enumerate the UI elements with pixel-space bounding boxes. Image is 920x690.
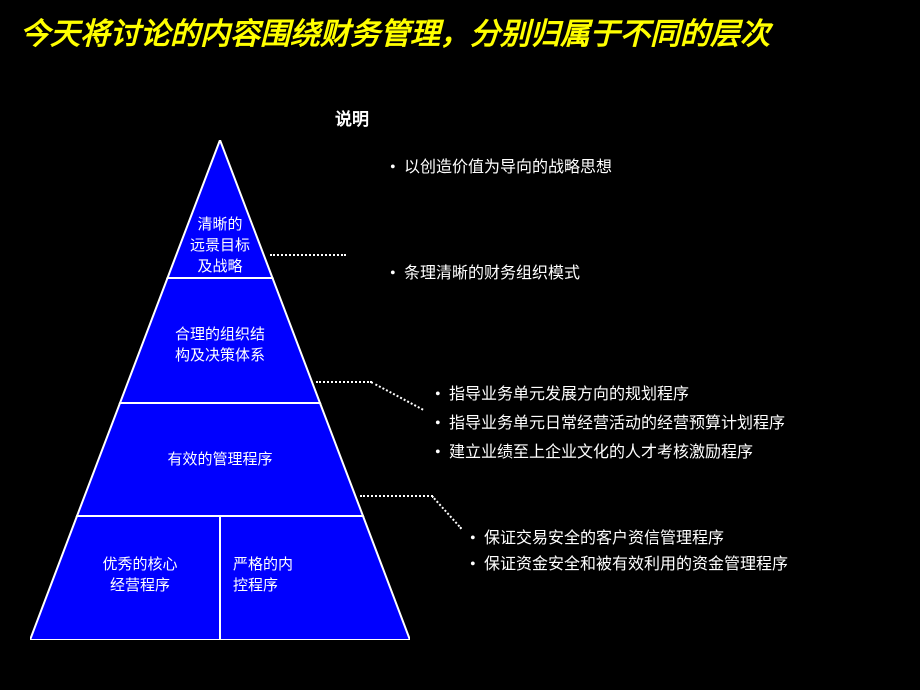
bullet-item: 保证资金安全和被有效利用的资金管理程序 [470,552,920,578]
explain-header: 说明 [335,105,369,130]
bullet-item: 建立业绩至上企业文化的人才考核激励程序 [435,439,920,468]
bullet-group-4: 保证交易安全的客户资信管理程序 保证资金安全和被有效利用的资金管理程序 [430,526,920,577]
bullet-item: 指导业务单元发展方向的规划程序 [435,381,920,410]
connector-3 [360,495,433,497]
bullet-item: 保证交易安全的客户资信管理程序 [470,526,920,552]
pyramid-label-1: 清晰的远景目标及战略 [180,215,260,278]
pyramid-label-4-left: 优秀的核心经营程序 [85,555,195,597]
pyramid-label-2: 合理的组织结构及决策体系 [155,325,285,367]
bullet-item: 以创造价值为导向的战略思想 [390,154,920,183]
connector-1 [270,254,346,256]
bullet-group-1: 以创造价值为导向的战略思想 [350,154,920,183]
connector-2 [316,381,372,383]
bullet-group-2: 条理清晰的财务组织模式 [350,260,920,289]
pyramid: 清晰的远景目标及战略 合理的组织结构及决策体系 有效的管理程序 优秀的核心经营程… [30,140,410,640]
bullet-item: 条理清晰的财务组织模式 [390,260,920,289]
pyramid-label-3: 有效的管理程序 [140,450,300,471]
slide-title: 今天将讨论的内容围绕财务管理，分别归属于不同的层次 [20,15,900,54]
bullet-item: 指导业务单元日常经营活动的经营预算计划程序 [435,410,920,439]
bullet-group-3: 指导业务单元发展方向的规划程序 指导业务单元日常经营活动的经营预算计划程序 建立… [395,381,920,467]
pyramid-label-4-right: 严格的内控程序 [233,555,343,597]
diagram-stage: 说明 清晰的远景目标及战略 合理的组织结构及决策体系 有效的管理程序 优秀的核心… [0,100,920,690]
connector-3b [431,495,462,529]
